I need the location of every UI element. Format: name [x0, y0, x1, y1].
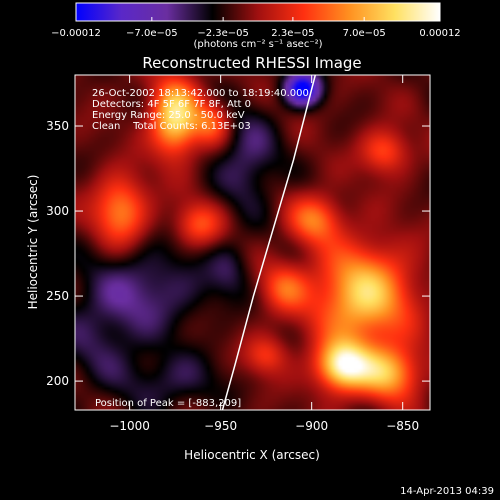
- heatmap-image: [75, 75, 430, 410]
- colorbar-ticks: −0.00012 −7.0e−05 −2.3e−05 2.3e−05 7.0e−05 0.…: [51, 17, 461, 39]
- y-tick-label: 300: [46, 204, 69, 218]
- colorbar-tick-label: −0.00012: [51, 28, 101, 39]
- colorbar-tick-label: 2.3e−05: [271, 28, 314, 39]
- x-tick-label: −900: [295, 419, 328, 433]
- annotation-detectors: Detectors: 4F 5F 6F 7F 8F, Att 0: [92, 99, 251, 110]
- colorbar-tick-label: −2.3e−05: [197, 28, 249, 39]
- y-axis-ticks: 200 250 300 350: [46, 119, 430, 388]
- y-tick-label: 200: [46, 374, 69, 388]
- colorbar-tick-label: −7.0e−05: [126, 28, 178, 39]
- colorbar: −0.00012 −7.0e−05 −2.3e−05 2.3e−05 7.0e−05 0.…: [51, 2, 461, 50]
- colorbar-bar: [75, 2, 441, 22]
- colorbar-tick-label: 7.0e−05: [343, 28, 386, 39]
- annotation-energy-range: Energy Range: 25.0 - 50.0 keV: [92, 110, 245, 121]
- chart-title: Reconstructed RHESSI Image: [142, 54, 361, 72]
- y-axis-label: Heliocentric Y (arcsec): [26, 175, 40, 310]
- solar-limb-curve: [221, 75, 317, 410]
- y-tick-label: 250: [46, 289, 69, 303]
- annotation-time-range: 26-Oct-2002 18:13:42.000 to 18:19:40.000: [92, 88, 309, 99]
- plot-frame: [74, 74, 431, 411]
- footer-timestamp: 14-Apr-2013 04:39: [400, 486, 494, 497]
- annotation-peak-position: Position of Peak = [-883,209]: [95, 398, 241, 409]
- annotation-clean-counts: Clean Total Counts: 6.13E+03: [92, 121, 251, 132]
- x-axis-label: Heliocentric X (arcsec): [184, 448, 320, 462]
- x-tick-label: −1000: [109, 419, 150, 433]
- plot-image: [75, 75, 430, 410]
- colorbar-units: (photons cm⁻² s⁻¹ asec⁻²): [193, 39, 322, 50]
- x-axis-ticks: −1000 −950 −900 −850: [109, 75, 419, 433]
- x-tick-label: −950: [204, 419, 237, 433]
- x-tick-label: −850: [386, 419, 419, 433]
- annotations: 26-Oct-2002 18:13:42.000 to 18:19:40.000…: [92, 88, 309, 409]
- colorbar-tick-label: 0.00012: [419, 28, 460, 39]
- y-tick-label: 350: [46, 119, 69, 133]
